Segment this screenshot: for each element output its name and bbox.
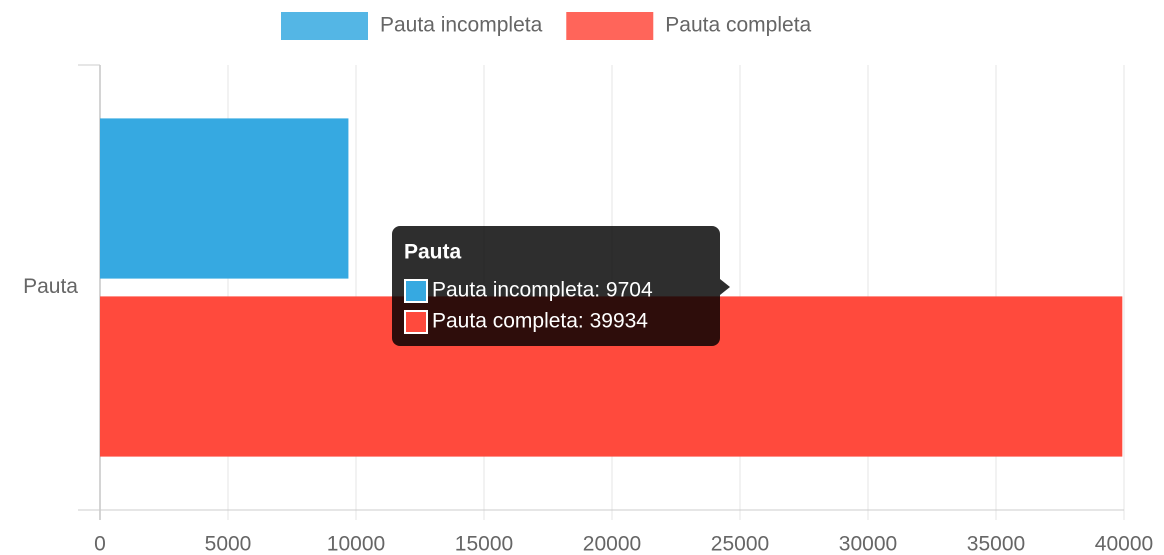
tooltip-swatch bbox=[404, 279, 428, 303]
x-tick-label: 30000 bbox=[839, 533, 897, 555]
x-tick-label: 5000 bbox=[205, 533, 252, 555]
x-tick-label: 40000 bbox=[1095, 533, 1153, 555]
x-tick-label: 25000 bbox=[711, 533, 769, 555]
x-tick-label: 15000 bbox=[455, 533, 513, 555]
tooltip-line: Pauta incompleta: 9704 bbox=[432, 279, 653, 302]
tooltip-swatch bbox=[404, 310, 428, 334]
legend-swatch bbox=[281, 12, 368, 40]
tooltip: Pauta Pauta incompleta: 9704 Pauta complet… bbox=[392, 226, 730, 346]
legend-label: Pauta incompleta bbox=[380, 14, 543, 37]
legend-label: Pauta completa bbox=[665, 14, 811, 37]
x-tick-label: 20000 bbox=[583, 533, 641, 555]
y-tick-label: Pauta bbox=[23, 275, 78, 298]
x-tick-label: 35000 bbox=[967, 533, 1025, 555]
tooltip-title: Pauta bbox=[404, 241, 462, 264]
tooltip-box bbox=[392, 226, 720, 346]
bar bbox=[100, 118, 349, 279]
x-tick-label: 10000 bbox=[327, 533, 385, 555]
legend-swatch bbox=[566, 12, 654, 40]
tooltip-caret bbox=[720, 279, 730, 295]
tooltip-line: Pauta completa: 39934 bbox=[432, 310, 648, 333]
x-tick-label: 0 bbox=[94, 533, 106, 555]
